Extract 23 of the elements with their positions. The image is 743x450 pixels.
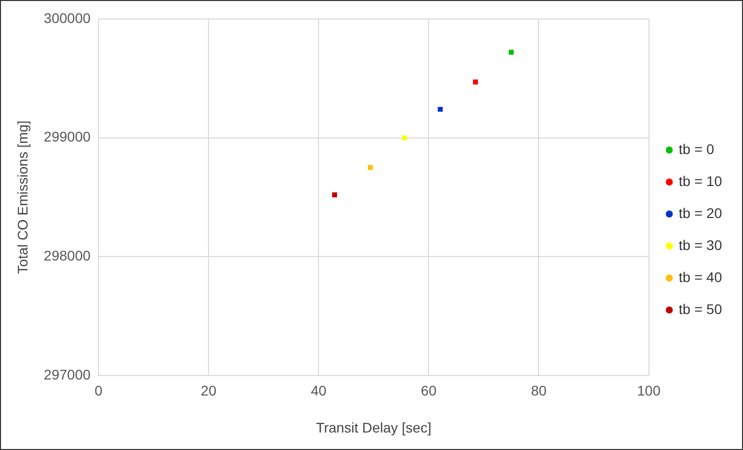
- y-tick-label: 300000: [44, 10, 91, 26]
- x-tick-label: 80: [530, 382, 547, 399]
- point: [402, 135, 407, 140]
- point: [332, 192, 338, 198]
- y-tick-label: 298000: [44, 247, 91, 264]
- y-tick-label: 297000: [44, 366, 91, 382]
- legend-label: tb = 40: [678, 268, 722, 285]
- x-tick-label: 20: [200, 382, 217, 399]
- x-tick-label: 100: [637, 382, 661, 399]
- legend-label: tb = 10: [678, 172, 722, 189]
- point: [472, 79, 478, 84]
- legend-label: tb = 50: [678, 300, 722, 317]
- legend-label: tb = 30: [678, 236, 722, 253]
- x-tick-label: 40: [310, 382, 327, 399]
- x-tick-label: 60: [420, 382, 437, 399]
- x-axis-title: Transit Delay [sec]: [316, 419, 432, 436]
- point: [368, 165, 373, 170]
- legend-label: tb = 0: [678, 140, 714, 157]
- x-tick-label: 0: [94, 382, 103, 399]
- point: [438, 106, 443, 112]
- y-axis-title: Total CO Emissions [mg]: [14, 120, 30, 274]
- legend-label: tb = 20: [678, 204, 722, 221]
- y-tick-label: 299000: [44, 128, 91, 145]
